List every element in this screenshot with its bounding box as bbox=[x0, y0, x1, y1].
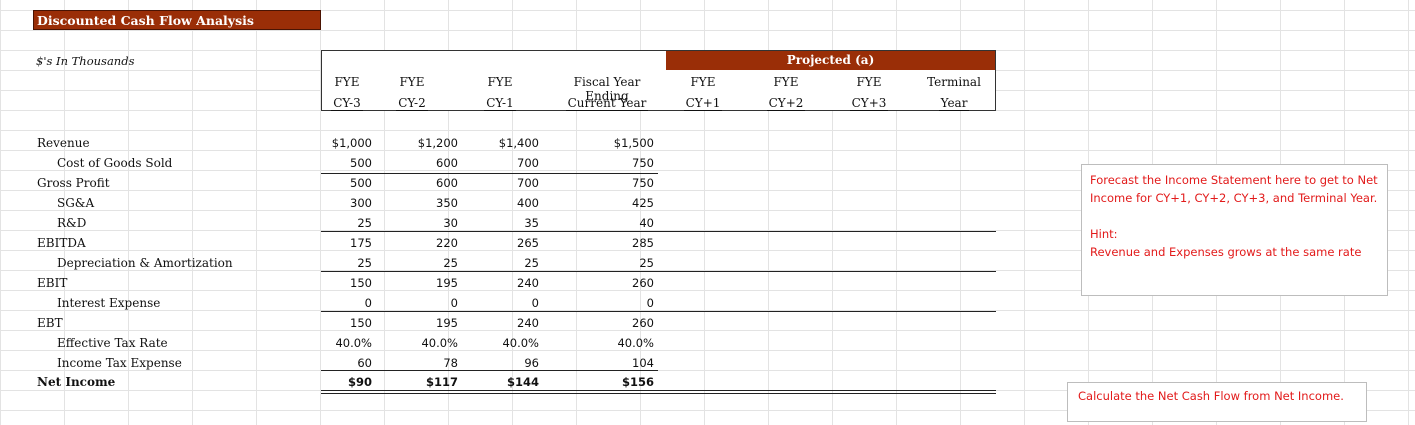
col-header-cy+2-line1[interactable]: FYE bbox=[773, 75, 799, 89]
cell[interactable]: $1,400 bbox=[498, 136, 539, 150]
cell[interactable]: 25 bbox=[443, 256, 458, 270]
cell[interactable]: 96 bbox=[524, 356, 539, 370]
row-label-rd[interactable]: R&D bbox=[57, 216, 87, 230]
row-label-revenue[interactable]: Revenue bbox=[37, 136, 90, 150]
cell[interactable]: 500 bbox=[350, 176, 372, 190]
cell[interactable]: 40.0% bbox=[617, 336, 654, 350]
row-label-tax-expense[interactable]: Income Tax Expense bbox=[57, 356, 182, 370]
cell[interactable]: 40.0% bbox=[335, 336, 372, 350]
cell[interactable]: 400 bbox=[517, 196, 539, 210]
cell[interactable]: 260 bbox=[632, 316, 654, 330]
col-header-terminal-line1[interactable]: Terminal bbox=[927, 75, 981, 89]
cell[interactable]: 0 bbox=[450, 296, 458, 310]
col-header-cy-1-line1[interactable]: FYE bbox=[487, 75, 513, 89]
subtotal-line bbox=[321, 311, 996, 312]
hint-text: Revenue and Expenses grows at the same r… bbox=[1090, 245, 1362, 259]
row-label-tax-rate[interactable]: Effective Tax Rate bbox=[57, 336, 168, 350]
sheet-title[interactable]: Discounted Cash Flow Analysis bbox=[33, 10, 321, 30]
row-label-interest[interactable]: Interest Expense bbox=[57, 296, 161, 310]
subtotal-line bbox=[321, 271, 996, 272]
cell[interactable]: 104 bbox=[632, 356, 654, 370]
cell[interactable]: 700 bbox=[517, 156, 539, 170]
cell[interactable]: 60 bbox=[357, 356, 372, 370]
col-header-terminal-line2[interactable]: Year bbox=[938, 96, 970, 111]
cell[interactable]: 30 bbox=[443, 216, 458, 230]
cell[interactable]: 600 bbox=[436, 156, 458, 170]
cell[interactable]: 425 bbox=[632, 196, 654, 210]
cell[interactable]: $1,500 bbox=[613, 136, 654, 150]
row-label-cogs[interactable]: Cost of Goods Sold bbox=[57, 156, 173, 170]
subtotal-line bbox=[321, 173, 658, 174]
col-header-cy-3-line1[interactable]: FYE bbox=[334, 75, 360, 89]
cell[interactable]: $1,200 bbox=[417, 136, 458, 150]
cashflow-note-text: Calculate the Net Cash Flow from Net Inc… bbox=[1078, 389, 1344, 403]
cell[interactable]: 220 bbox=[436, 236, 458, 250]
cell[interactable]: 285 bbox=[632, 236, 654, 250]
cell[interactable]: $1,000 bbox=[331, 136, 372, 150]
col-header-current-line1[interactable]: Fiscal Year Ending bbox=[573, 75, 641, 103]
cell[interactable]: 700 bbox=[517, 176, 539, 190]
cell[interactable]: 500 bbox=[350, 156, 372, 170]
col-header-cy-2-line2[interactable]: CY-2 bbox=[396, 96, 428, 111]
col-header-current-line2[interactable]: Current Year bbox=[565, 96, 649, 111]
col-header-cy+1-line2[interactable]: CY+1 bbox=[683, 96, 723, 111]
row-label-ebt[interactable]: EBT bbox=[37, 316, 63, 330]
subtotal-line bbox=[321, 231, 996, 232]
cell[interactable]: 600 bbox=[436, 176, 458, 190]
cell[interactable]: 175 bbox=[350, 236, 372, 250]
cell[interactable]: 265 bbox=[517, 236, 539, 250]
cell[interactable]: 240 bbox=[517, 276, 539, 290]
cell[interactable]: $156 bbox=[621, 375, 654, 389]
cell[interactable]: 240 bbox=[517, 316, 539, 330]
col-header-cy-1-line2[interactable]: CY-1 bbox=[484, 96, 516, 111]
cell[interactable]: 25 bbox=[639, 256, 654, 270]
cell[interactable]: 150 bbox=[350, 276, 372, 290]
cell[interactable]: 195 bbox=[436, 276, 458, 290]
cell[interactable]: 300 bbox=[350, 196, 372, 210]
col-header-cy-3-line2[interactable]: CY-3 bbox=[331, 96, 363, 111]
cell[interactable]: 78 bbox=[443, 356, 458, 370]
cell[interactable]: 260 bbox=[632, 276, 654, 290]
cell[interactable]: 25 bbox=[357, 256, 372, 270]
cell[interactable]: $117 bbox=[425, 375, 458, 389]
row-label-ebit[interactable]: EBIT bbox=[37, 276, 68, 290]
forecast-note-text: Forecast the Income Statement here to ge… bbox=[1090, 173, 1378, 205]
cell[interactable]: 195 bbox=[436, 316, 458, 330]
cell[interactable]: 0 bbox=[646, 296, 654, 310]
cell[interactable]: 150 bbox=[350, 316, 372, 330]
forecast-note[interactable]: Forecast the Income Statement here to ge… bbox=[1081, 164, 1388, 296]
cell[interactable]: $90 bbox=[347, 375, 372, 389]
row-label-sga[interactable]: SG&A bbox=[57, 196, 95, 210]
cell[interactable]: 0 bbox=[364, 296, 372, 310]
cell[interactable]: 750 bbox=[632, 176, 654, 190]
cell[interactable]: 0 bbox=[531, 296, 539, 310]
cell[interactable]: 750 bbox=[632, 156, 654, 170]
row-label-net-income[interactable]: Net Income bbox=[37, 375, 116, 389]
cell[interactable]: 40.0% bbox=[502, 336, 539, 350]
cashflow-note[interactable]: Calculate the Net Cash Flow from Net Inc… bbox=[1067, 382, 1367, 422]
units-label[interactable]: $'s In Thousands bbox=[36, 54, 135, 68]
col-header-cy+3-line1[interactable]: FYE bbox=[856, 75, 882, 89]
projected-header[interactable]: Projected (a) bbox=[666, 51, 995, 70]
row-label-gross-profit[interactable]: Gross Profit bbox=[37, 176, 110, 190]
col-header-cy+2-line2[interactable]: CY+2 bbox=[766, 96, 806, 111]
subtotal-line bbox=[321, 370, 658, 371]
cell[interactable]: 40 bbox=[639, 216, 654, 230]
total-double-line bbox=[321, 390, 996, 394]
col-header-cy+3-line2[interactable]: CY+3 bbox=[849, 96, 889, 111]
row-label-ebitda[interactable]: EBITDA bbox=[37, 236, 86, 250]
cell[interactable]: 25 bbox=[524, 256, 539, 270]
cell[interactable]: $144 bbox=[506, 375, 539, 389]
cell[interactable]: 350 bbox=[436, 196, 458, 210]
hint-title: Hint: bbox=[1090, 227, 1118, 241]
cell[interactable]: 25 bbox=[357, 216, 372, 230]
col-header-cy-2-line1[interactable]: FYE bbox=[399, 75, 425, 89]
cell[interactable]: 40.0% bbox=[421, 336, 458, 350]
row-label-da[interactable]: Depreciation & Amortization bbox=[57, 256, 233, 270]
cell[interactable]: 35 bbox=[524, 216, 539, 230]
col-header-cy+1-line1[interactable]: FYE bbox=[690, 75, 716, 89]
